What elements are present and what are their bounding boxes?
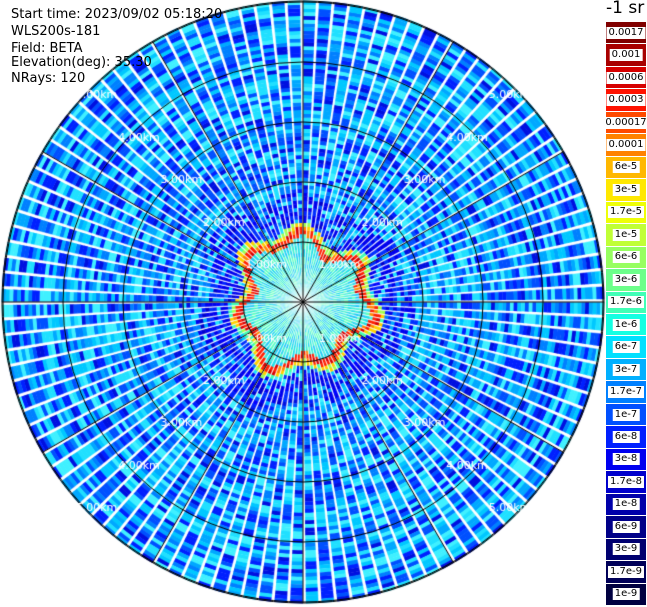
colorbar-label: 3e-9 bbox=[612, 543, 640, 556]
colorbar-cell: 0.00017 bbox=[603, 111, 647, 135]
colorbar-label: 1e-6 bbox=[612, 318, 640, 331]
colorbar-cell: 1.7e-5 bbox=[606, 201, 646, 225]
colorbar-label: 6e-6 bbox=[612, 251, 640, 264]
colorbar-cell: 3e-7 bbox=[606, 358, 646, 382]
start-time-label: Start time: 2023/09/02 05:18:20 bbox=[11, 7, 223, 22]
colorbar-label: 0.0017 bbox=[606, 26, 646, 39]
colorbar-cell: 6e-5 bbox=[606, 156, 646, 180]
colorbar-label: 1.7e-9 bbox=[607, 565, 645, 578]
colorbar-label: 0.0003 bbox=[606, 94, 646, 107]
colorbar-cell: 0.0006 bbox=[606, 66, 646, 90]
colorbar-label: 1e-5 bbox=[612, 228, 640, 241]
colorbar-cell: 3e-9 bbox=[606, 538, 646, 562]
colorbar-cell: 1e-7 bbox=[606, 403, 646, 427]
colorbar-label: 6e-7 bbox=[612, 341, 640, 354]
colorbar-label: 1.7e-6 bbox=[607, 296, 645, 309]
colorbar-label: 0.0006 bbox=[606, 71, 646, 84]
colorbar-cell: 1e-5 bbox=[606, 224, 646, 247]
colorbar-label: 1e-9 bbox=[612, 588, 640, 601]
colorbar-label: 1e-8 bbox=[612, 498, 640, 511]
elevation-label: Elevation(deg): 35.30 bbox=[11, 55, 152, 70]
colorbar-label: 1.7e-8 bbox=[607, 475, 645, 488]
colorbar-label: 0.0001 bbox=[606, 139, 646, 152]
colorbar-label: 6e-9 bbox=[612, 520, 640, 533]
colorbar-unit-title: -1 sr bbox=[606, 0, 645, 18]
colorbar-cell: 1.7e-6 bbox=[606, 291, 646, 314]
colorbar-cell: 1e-8 bbox=[606, 493, 646, 517]
colorbar-label: 1e-7 bbox=[612, 408, 640, 421]
colorbar-label: 3e-7 bbox=[612, 363, 640, 376]
colorbar-label: 1.7e-7 bbox=[607, 386, 645, 399]
colorbar-cell: 0.001 bbox=[606, 44, 646, 67]
colorbar-label: 3e-8 bbox=[612, 453, 640, 466]
colorbar-cell: 6e-6 bbox=[606, 246, 646, 270]
colorbar-cell: 3e-6 bbox=[606, 269, 646, 292]
colorbar: 0.0017 0.001 0.0006 0.0003 0.00017 0.0001 6e-5… bbox=[603, 22, 647, 606]
colorbar-cell: 6e-7 bbox=[606, 336, 646, 359]
colorbar-label: 1.7e-5 bbox=[607, 206, 645, 219]
colorbar-cell: 1.7e-7 bbox=[606, 381, 646, 404]
colorbar-cell: 1e-9 bbox=[606, 583, 646, 606]
nrays-label: NRays: 120 bbox=[11, 71, 86, 86]
colorbar-cell: 6e-9 bbox=[606, 516, 646, 539]
field-label: Field: BETA bbox=[11, 41, 83, 56]
colorbar-cell: 0.0001 bbox=[606, 134, 646, 157]
colorbar-cell: 1e-6 bbox=[606, 314, 646, 337]
colorbar-cell: 3e-8 bbox=[606, 448, 646, 472]
ppi-radar-plot bbox=[0, 0, 606, 607]
colorbar-label: 0.001 bbox=[609, 49, 643, 62]
colorbar-label: 3e-5 bbox=[612, 183, 640, 196]
colorbar-label: 6e-5 bbox=[612, 161, 640, 174]
colorbar-cell: 0.0017 bbox=[606, 22, 646, 45]
colorbar-cell: 1.7e-8 bbox=[606, 471, 646, 494]
device-label: WLS200s-181 bbox=[11, 24, 101, 39]
colorbar-cell: 1.7e-9 bbox=[606, 561, 646, 584]
colorbar-label: 3e-6 bbox=[612, 273, 640, 286]
colorbar-label: 0.00017 bbox=[603, 116, 647, 129]
colorbar-cell: 6e-8 bbox=[606, 426, 646, 449]
colorbar-cell: 3e-5 bbox=[606, 179, 646, 202]
colorbar-cell: 0.0003 bbox=[606, 89, 646, 112]
colorbar-label: 6e-8 bbox=[612, 431, 640, 444]
